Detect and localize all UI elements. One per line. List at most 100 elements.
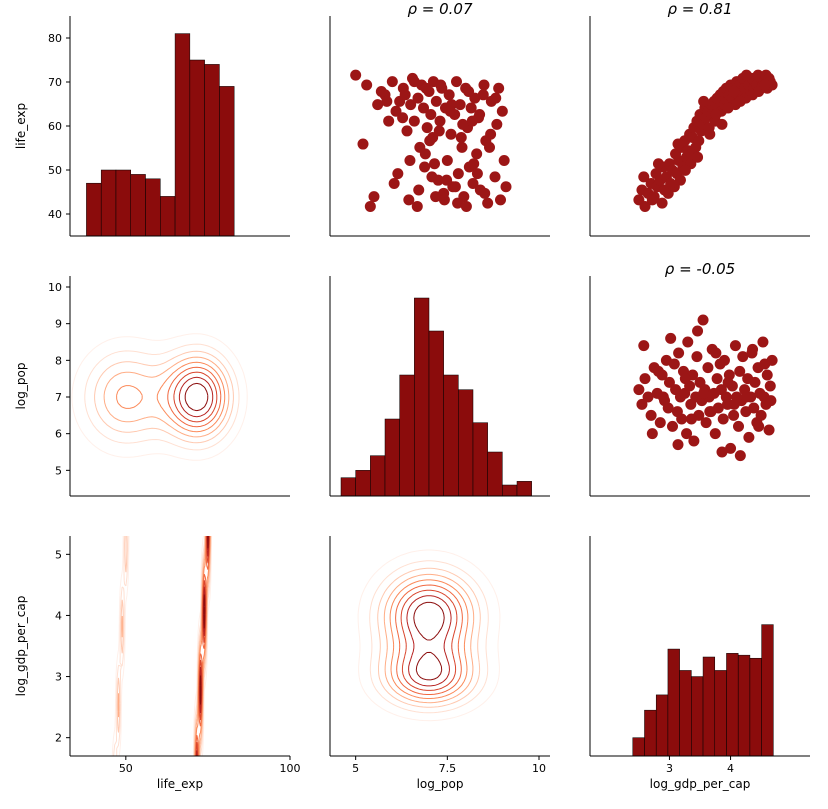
scatter-point: [413, 185, 424, 196]
cell-1-2: ρ = -0.05: [590, 260, 810, 496]
scatter-point: [404, 155, 415, 166]
cell-0-1: ρ = 0.07: [330, 0, 550, 236]
hist-bar: [146, 179, 161, 236]
scatter-point: [723, 377, 734, 388]
hist-bar: [644, 710, 656, 756]
scatter-point: [692, 326, 703, 337]
scatter-point: [361, 79, 372, 90]
rho-label: ρ = 0.81: [667, 0, 732, 18]
scatter-point: [435, 79, 446, 90]
scatter-point: [365, 201, 376, 212]
scatter-point: [702, 362, 713, 373]
scatter-point: [499, 155, 510, 166]
cell-2-2: 34log_gdp_per_cap: [590, 536, 810, 791]
x-axis-label: log_gdp_per_cap: [650, 777, 751, 791]
y-tick-label: 10: [48, 281, 62, 294]
scatter-point: [704, 129, 715, 140]
scatter-point: [376, 86, 387, 97]
scatter-point: [665, 178, 676, 189]
scatter-point: [669, 359, 680, 370]
x-tick-label: 7.5: [439, 762, 457, 775]
scatter-point: [719, 355, 730, 366]
hist-bar: [488, 452, 503, 496]
hist-bar: [517, 481, 532, 496]
scatter-point: [424, 135, 435, 146]
scatter-point: [638, 340, 649, 351]
hist-bar: [750, 658, 762, 756]
scatter-point: [698, 96, 709, 107]
scatter-point: [688, 436, 699, 447]
scatter-point: [441, 175, 452, 186]
x-tick-label: 100: [280, 762, 301, 775]
scatter-point: [657, 198, 668, 209]
scatter-point: [387, 76, 398, 87]
scatter-point: [442, 155, 453, 166]
hist-bar: [726, 653, 738, 756]
scatter-point: [741, 70, 752, 81]
scatter-point: [409, 116, 420, 127]
y-tick-label: 7: [55, 391, 62, 404]
hist-bar: [400, 375, 415, 496]
x-tick-label: 50: [119, 762, 133, 775]
scatter-point: [491, 119, 502, 130]
scatter-point: [422, 122, 433, 133]
scatter-point: [750, 377, 761, 388]
scatter-point: [693, 135, 704, 146]
hist-bar: [341, 478, 356, 496]
cell-2-0: 2345log_gdp_per_cap50100life_exp: [14, 536, 301, 791]
scatter-point: [429, 158, 440, 169]
scatter-point: [665, 333, 676, 344]
scatter-point: [468, 158, 479, 169]
scatter-point: [420, 148, 431, 159]
contour-line: [174, 372, 217, 422]
scatter-point: [659, 395, 670, 406]
y-axis-label: log_gdp_per_cap: [14, 596, 28, 697]
hist-bar: [680, 670, 692, 756]
scatter-point: [735, 450, 746, 461]
scatter-point: [450, 181, 461, 192]
hist-bar: [715, 670, 727, 756]
scatter-point: [457, 142, 468, 153]
x-axis-label: log_pop: [417, 777, 464, 791]
contour-line: [118, 536, 210, 756]
scatter-point: [653, 366, 664, 377]
scatter-point: [640, 373, 651, 384]
scatter-point: [710, 109, 721, 120]
scatter-point: [467, 116, 478, 127]
pair-plot: 4050607080life_expρ = 0.07ρ = 0.81567891…: [0, 0, 828, 809]
scatter-point: [463, 86, 474, 97]
scatter-point: [490, 93, 501, 104]
hist-bar: [131, 174, 146, 236]
y-tick-label: 50: [48, 164, 62, 177]
scatter-point: [764, 425, 775, 436]
scatter-point: [676, 414, 687, 425]
scatter-point: [735, 96, 746, 107]
scatter-point: [741, 392, 752, 403]
contour-line: [104, 357, 229, 437]
scatter-point: [461, 201, 472, 212]
scatter-point: [701, 417, 712, 428]
scatter-point: [425, 109, 436, 120]
scatter-point: [712, 373, 723, 384]
scatter-point: [439, 194, 450, 205]
cell-1-0: 5678910log_pop: [14, 276, 290, 496]
contour-line: [185, 383, 208, 410]
scatter-point: [692, 152, 703, 163]
y-tick-label: 40: [48, 208, 62, 221]
scatter-point: [482, 198, 493, 209]
hist-bar: [116, 170, 131, 236]
scatter-point: [501, 181, 512, 192]
scatter-point: [479, 79, 490, 90]
y-tick-label: 5: [55, 548, 62, 561]
scatter-point: [350, 70, 361, 81]
y-tick-label: 70: [48, 76, 62, 89]
scatter-point: [451, 76, 462, 87]
scatter-point: [497, 106, 508, 117]
scatter-point: [753, 421, 764, 432]
scatter-point: [680, 165, 691, 176]
scatter-point: [759, 79, 770, 90]
scatter-point: [723, 102, 734, 113]
hist-bar: [473, 423, 488, 496]
hist-bar: [385, 419, 400, 496]
scatter-point: [673, 348, 684, 359]
